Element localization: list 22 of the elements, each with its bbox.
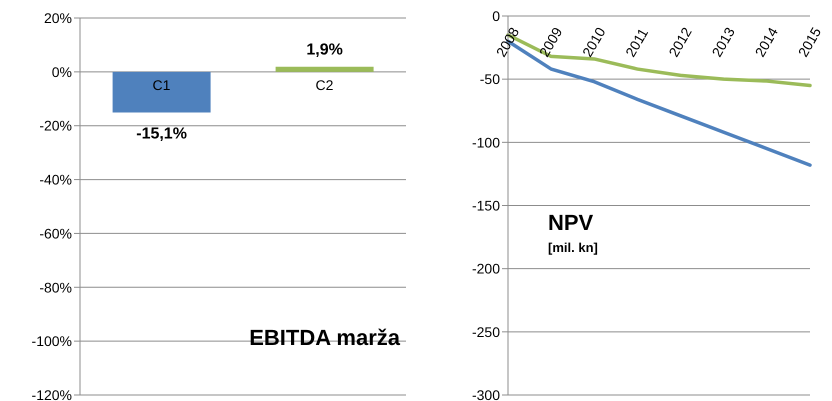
annotation: [mil. kn]: [548, 240, 598, 255]
y-tick-label: 0: [492, 8, 500, 24]
annotation: EBITDA marža: [249, 325, 400, 351]
y-tick-label: 20%: [44, 10, 72, 26]
y-tick-label: -200: [472, 260, 500, 277]
y-tick-label: -60%: [39, 225, 72, 242]
y-tick-label: -120%: [32, 386, 72, 401]
x-tick-label: C2: [316, 76, 334, 93]
y-tick-label: -50: [480, 71, 500, 88]
y-tick-label: -250: [472, 324, 500, 340]
y-tick-label: -40%: [39, 172, 72, 188]
y-tick-label: -100%: [32, 333, 72, 350]
annotation: NPV: [548, 210, 594, 236]
y-tick-label: -20%: [39, 118, 72, 134]
y-tick-label: -300: [472, 386, 500, 401]
y-tick-label: -150: [472, 197, 500, 214]
data-label: 1,9%: [306, 42, 343, 59]
y-tick-label: -100: [472, 134, 500, 150]
y-tick-label: -80%: [39, 279, 72, 296]
data-label: -15,1%: [136, 126, 187, 143]
y-tick-label: 0%: [52, 64, 72, 80]
x-tick-label: C1: [152, 76, 171, 93]
